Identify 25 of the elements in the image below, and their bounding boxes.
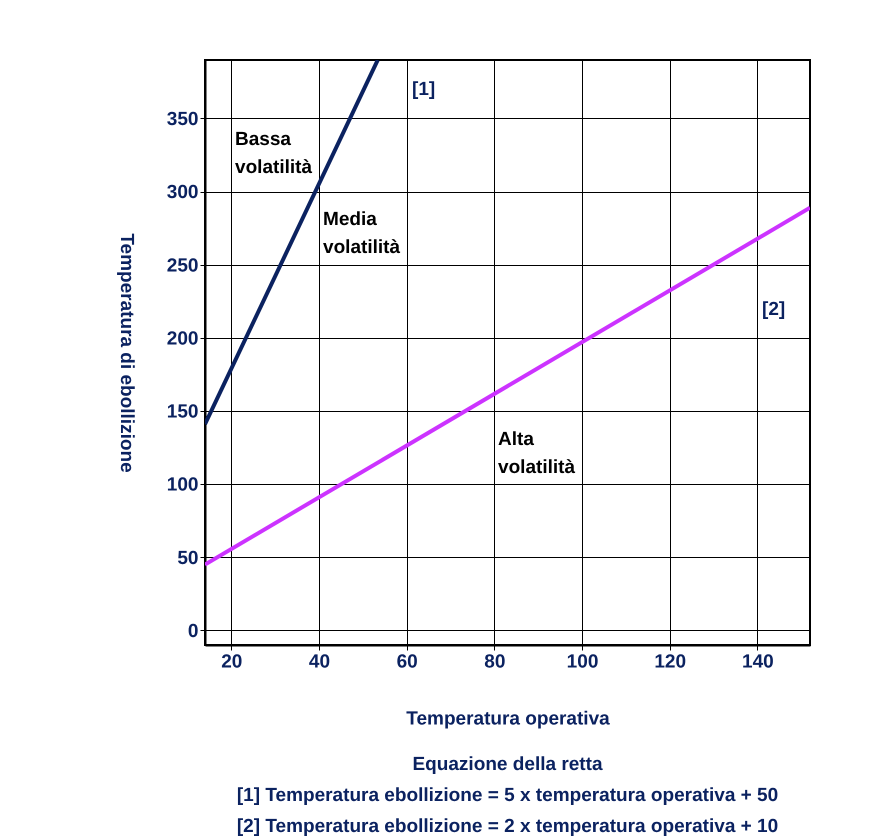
annotation: Alta volatilità — [498, 429, 576, 478]
text: Equazione della retta — [412, 754, 603, 775]
annotation: Bassa volatilità — [235, 129, 313, 178]
y-tick-label: 250 — [166, 255, 198, 276]
annotation: [2] — [762, 299, 786, 320]
y-tick-label: 50 — [177, 548, 198, 569]
y-tick-label: 0 — [188, 620, 198, 642]
x-axis-title: Temperatura operativa — [406, 708, 610, 730]
x-tick-label: 20 — [221, 652, 242, 672]
x-tick-label: 140 — [742, 652, 774, 672]
y-tick-label: 150 — [166, 402, 198, 422]
y-tick-label: 200 — [166, 328, 198, 350]
text: [2] Temperatura ebollizione = 2 x temperatura operativa + 10 — [236, 816, 778, 837]
y-tick-label: 100 — [166, 474, 198, 496]
x-tick-label: 120 — [654, 652, 686, 672]
x-tick-label: 80 — [484, 652, 506, 672]
y-tick-label: 350 — [166, 109, 198, 130]
y-axis-title: Temperatura di ebollizione — [116, 233, 137, 473]
y-tick-label: 300 — [166, 182, 198, 204]
annotation: [1] — [412, 79, 436, 100]
annotation: Media volatilità — [323, 209, 401, 258]
x-tick-label: 60 — [396, 652, 418, 672]
x-tick-label: 100 — [566, 652, 598, 672]
text: [1] Temperatura ebollizione = 5 x temperatura operativa + 50 — [236, 785, 778, 806]
x-tick-label: 40 — [308, 652, 330, 672]
